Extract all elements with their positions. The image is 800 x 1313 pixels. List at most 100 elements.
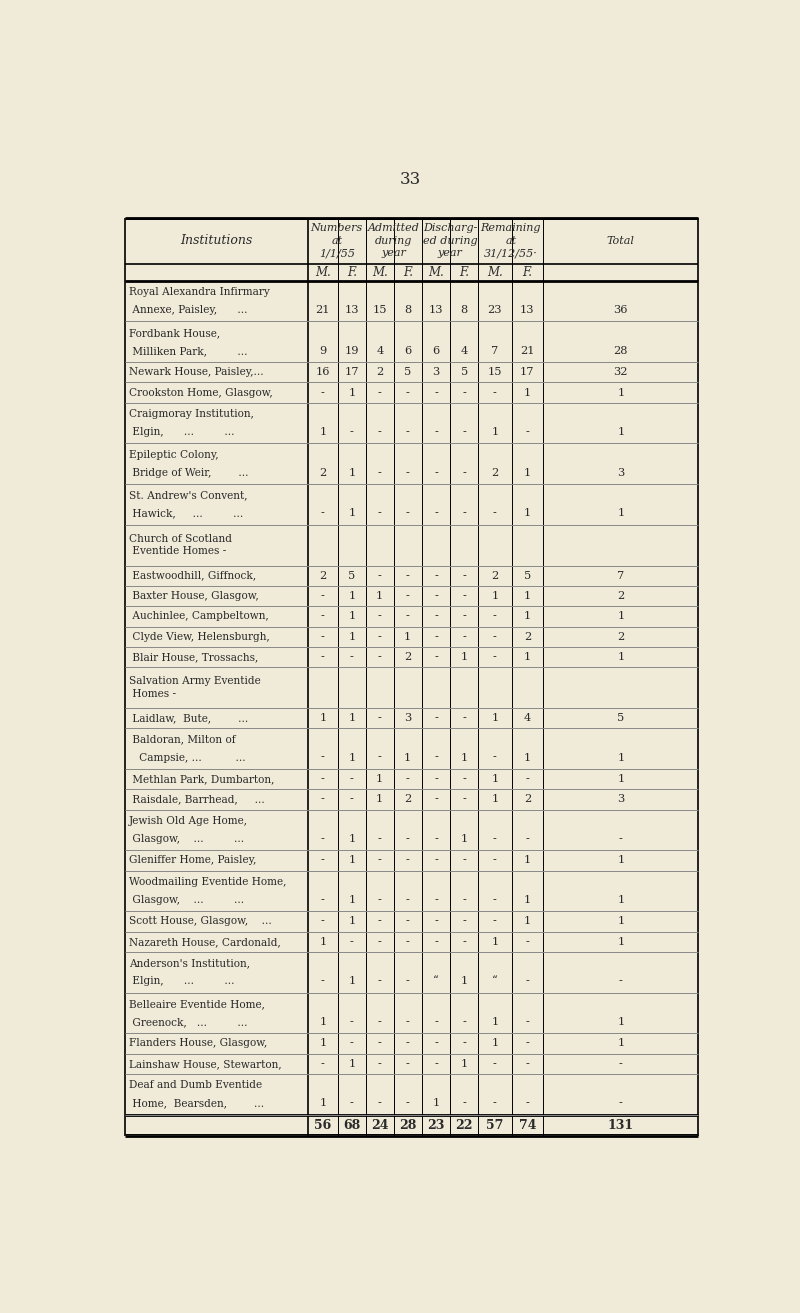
Text: 16: 16 — [315, 368, 330, 377]
Text: 23: 23 — [427, 1119, 445, 1132]
Text: -: - — [434, 752, 438, 763]
Text: 4: 4 — [524, 713, 531, 723]
Text: -: - — [406, 1039, 410, 1049]
Text: “: “ — [433, 977, 439, 986]
Text: Institutions: Institutions — [180, 234, 252, 247]
Text: 13: 13 — [429, 305, 443, 315]
Text: 8: 8 — [404, 305, 411, 315]
Text: Admitted
during
year: Admitted during year — [368, 223, 420, 259]
Text: -: - — [378, 834, 382, 844]
Text: -: - — [462, 916, 466, 927]
Text: -: - — [493, 856, 497, 865]
Text: Church of Scotland: Church of Scotland — [129, 534, 232, 544]
Text: -: - — [434, 1058, 438, 1069]
Text: 1: 1 — [524, 508, 531, 519]
Text: 1: 1 — [617, 752, 625, 763]
Text: -: - — [378, 1018, 382, 1027]
Text: 1: 1 — [348, 508, 355, 519]
Text: -: - — [350, 1039, 354, 1049]
Text: -: - — [434, 632, 438, 642]
Text: 24: 24 — [371, 1119, 389, 1132]
Text: -: - — [321, 653, 325, 662]
Text: 21: 21 — [315, 305, 330, 315]
Text: Baldoran, Milton of: Baldoran, Milton of — [129, 734, 235, 744]
Text: -: - — [378, 1098, 382, 1108]
Text: -: - — [378, 752, 382, 763]
Text: -: - — [462, 427, 466, 437]
Text: Epileptic Colony,: Epileptic Colony, — [129, 450, 218, 460]
Text: -: - — [434, 834, 438, 844]
Text: 1: 1 — [376, 794, 383, 805]
Text: 1: 1 — [524, 591, 531, 601]
Text: 1: 1 — [348, 834, 355, 844]
Text: -: - — [462, 1018, 466, 1027]
Text: 1: 1 — [491, 427, 498, 437]
Text: Jewish Old Age Home,: Jewish Old Age Home, — [129, 815, 248, 826]
Text: -: - — [434, 936, 438, 947]
Text: -: - — [321, 591, 325, 601]
Text: -: - — [378, 427, 382, 437]
Text: F.: F. — [522, 265, 533, 278]
Text: -: - — [462, 591, 466, 601]
Text: 28: 28 — [614, 345, 628, 356]
Text: Craigmoray Institution,: Craigmoray Institution, — [129, 410, 254, 419]
Text: -: - — [526, 834, 530, 844]
Text: 1: 1 — [348, 752, 355, 763]
Text: -: - — [406, 936, 410, 947]
Text: -: - — [321, 794, 325, 805]
Text: -: - — [378, 632, 382, 642]
Text: -: - — [493, 916, 497, 927]
Text: -: - — [434, 387, 438, 398]
Text: 1: 1 — [348, 856, 355, 865]
Text: -: - — [406, 387, 410, 398]
Text: -: - — [321, 856, 325, 865]
Text: -: - — [434, 612, 438, 621]
Text: 5: 5 — [348, 571, 355, 580]
Text: -: - — [350, 1018, 354, 1027]
Text: -: - — [321, 895, 325, 905]
Text: Homes -: Homes - — [129, 688, 176, 699]
Text: Woodmailing Eventide Home,: Woodmailing Eventide Home, — [129, 877, 286, 888]
Text: 2: 2 — [491, 571, 498, 580]
Text: -: - — [406, 591, 410, 601]
Text: 15: 15 — [373, 305, 387, 315]
Text: -: - — [321, 508, 325, 519]
Text: 1: 1 — [617, 1018, 625, 1027]
Text: 1: 1 — [524, 895, 531, 905]
Text: -: - — [619, 1058, 622, 1069]
Text: Crookston Home, Glasgow,: Crookston Home, Glasgow, — [129, 387, 273, 398]
Text: 13: 13 — [520, 305, 534, 315]
Text: -: - — [378, 612, 382, 621]
Text: 1: 1 — [524, 467, 531, 478]
Text: -: - — [350, 653, 354, 662]
Text: M.: M. — [315, 265, 330, 278]
Text: 32: 32 — [614, 368, 628, 377]
Text: -: - — [378, 508, 382, 519]
Text: -: - — [434, 427, 438, 437]
Text: 1: 1 — [348, 387, 355, 398]
Text: Belleaire Eventide Home,: Belleaire Eventide Home, — [129, 999, 265, 1008]
Text: 2: 2 — [524, 632, 531, 642]
Text: 1: 1 — [461, 834, 468, 844]
Text: -: - — [462, 508, 466, 519]
Text: 2: 2 — [617, 591, 625, 601]
Text: Fordbank House,: Fordbank House, — [129, 328, 220, 337]
Text: -: - — [321, 834, 325, 844]
Text: -: - — [321, 612, 325, 621]
Text: -: - — [406, 856, 410, 865]
Text: 1: 1 — [319, 713, 326, 723]
Text: 17: 17 — [345, 368, 359, 377]
Text: 1: 1 — [491, 775, 498, 784]
Text: -: - — [526, 775, 530, 784]
Text: 5: 5 — [524, 571, 531, 580]
Text: -: - — [462, 794, 466, 805]
Text: 1: 1 — [491, 591, 498, 601]
Text: 1: 1 — [376, 775, 383, 784]
Text: 33: 33 — [399, 172, 421, 189]
Text: -: - — [378, 467, 382, 478]
Text: Campsie, ...          ...: Campsie, ... ... — [129, 752, 246, 763]
Text: -: - — [462, 571, 466, 580]
Text: -: - — [434, 508, 438, 519]
Text: 1: 1 — [319, 1098, 326, 1108]
Text: -: - — [462, 612, 466, 621]
